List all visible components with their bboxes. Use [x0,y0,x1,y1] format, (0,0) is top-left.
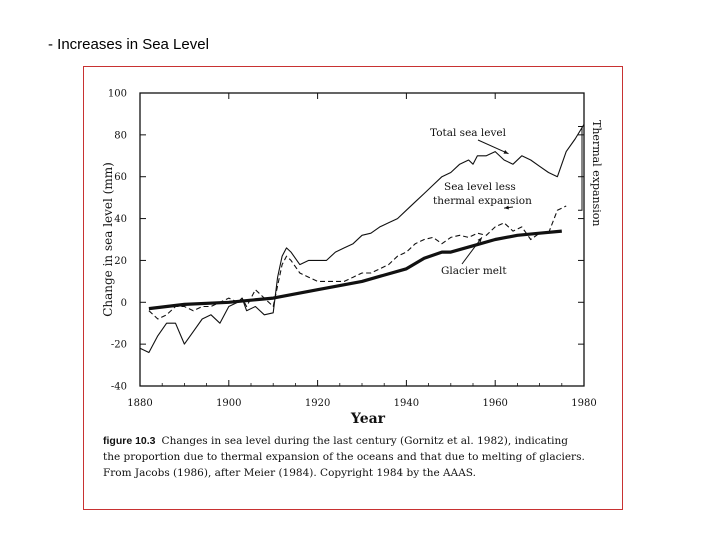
x-tick-label: 1880 [127,398,152,409]
y-tick-label: 100 [108,89,127,100]
caption-line-2: the proportion due to thermal expansion … [103,451,585,463]
y-tick-label: 60 [114,172,127,183]
caption-line-1: figure 10.3 Changes in sea level during t… [103,433,613,449]
figure-label: figure 10.3 [103,435,156,447]
caption-text-1: Changes in sea level during the last cen… [161,435,568,447]
annotation-thermal-expansion-side: Thermal expansion [590,120,603,226]
arrow-total-sea-level [477,139,509,155]
x-tick-label: 1980 [571,398,596,409]
annotation-total-sea-level: Total sea level [430,127,507,139]
x-tick-label: 1940 [394,398,419,409]
slide-title: - Increases in Sea Level [48,36,209,53]
arrow-glacier-melt [461,237,483,265]
arrow-glacier-melt-head [477,237,482,243]
series-line-1 [139,124,585,354]
figure-caption: figure 10.3 Changes in sea level during t… [103,433,613,481]
y-tick-label: 40 [114,214,127,225]
y-tick-label: -20 [111,340,127,351]
annotation-glacier-melt: Glacier melt [441,265,507,277]
chart-axes: Year Change in sea level (mm) [101,92,585,427]
y-axis-label: Change in sea level (mm) [101,162,115,317]
x-tick-label: 1900 [216,398,241,409]
arrow-sea-level-less-head [504,205,509,210]
thermal-expansion-bracket [578,125,583,211]
arrow-total-sea-level-head [503,150,509,154]
x-tick-label: 1920 [305,398,330,409]
chart-series [139,124,585,354]
series-line-3 [148,229,562,311]
y-tick-label: 20 [114,256,127,267]
x-tick-label: 1960 [482,398,507,409]
figure-frame [83,66,623,510]
chart-annotations: Total sea level Sea level less thermal exp… [430,120,603,277]
y-tick-label: 0 [121,298,127,309]
x-axis-label: Year [350,411,386,427]
caption-line-3: From Jacobs (1986), after Meier (1984). … [103,467,476,479]
annotation-thermal-expansion: thermal expansion [433,195,532,207]
plot-border [139,92,585,387]
annotation-sea-level-less: Sea level less [444,181,516,193]
y-tick-label: 80 [114,130,127,141]
y-tick-label: -40 [111,382,127,393]
